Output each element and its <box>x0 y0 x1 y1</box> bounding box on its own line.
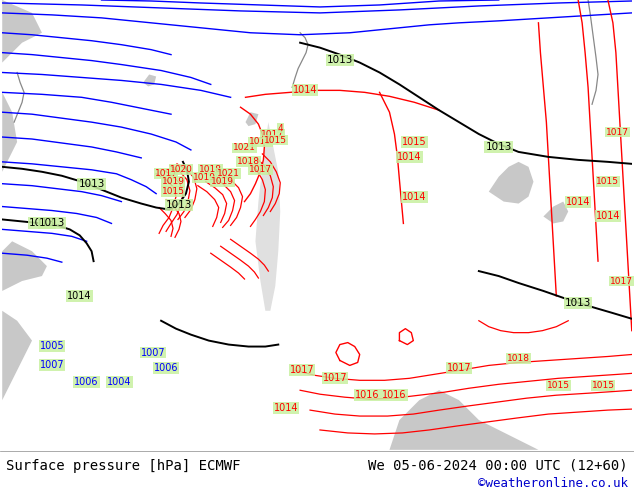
Text: 1006: 1006 <box>74 377 99 387</box>
Text: 1019: 1019 <box>249 138 272 147</box>
Text: 1005: 1005 <box>39 341 64 350</box>
Text: 1017: 1017 <box>606 127 630 137</box>
Text: 1014: 1014 <box>596 212 620 221</box>
Polygon shape <box>245 112 259 126</box>
Text: 1018: 1018 <box>237 157 260 167</box>
Text: 1020: 1020 <box>169 165 192 174</box>
Text: 1016: 1016 <box>382 390 406 400</box>
Text: We 05-06-2024 00:00 UTC (12+60): We 05-06-2024 00:00 UTC (12+60) <box>368 459 628 473</box>
Text: 1004: 1004 <box>107 377 132 387</box>
Text: 1014: 1014 <box>274 403 299 413</box>
Text: 1015: 1015 <box>162 187 184 196</box>
Text: 1013: 1013 <box>486 142 512 152</box>
Polygon shape <box>3 241 47 291</box>
Text: 1017: 1017 <box>447 364 471 373</box>
Text: 1021: 1021 <box>233 144 256 152</box>
Text: 1013: 1013 <box>39 219 65 228</box>
Text: 4: 4 <box>278 123 283 133</box>
Text: 1018: 1018 <box>199 165 223 174</box>
Text: 1017: 1017 <box>290 366 314 375</box>
Text: 1015: 1015 <box>597 177 619 186</box>
Polygon shape <box>489 162 533 203</box>
Text: 1017: 1017 <box>261 129 284 139</box>
Text: 1007: 1007 <box>141 347 165 358</box>
Text: 1017: 1017 <box>611 276 633 286</box>
Text: 1019: 1019 <box>162 177 184 186</box>
Text: 1013: 1013 <box>565 298 592 308</box>
Polygon shape <box>3 0 42 172</box>
Text: 1015: 1015 <box>547 381 570 390</box>
Text: 1007: 1007 <box>39 361 64 370</box>
Text: 1014: 1014 <box>67 291 92 301</box>
Text: 1018: 1018 <box>507 354 530 363</box>
Text: 1015: 1015 <box>264 136 287 145</box>
Text: Surface pressure [hPa] ECMWF: Surface pressure [hPa] ECMWF <box>6 459 241 473</box>
Text: 1019: 1019 <box>211 177 234 186</box>
Text: 1013: 1013 <box>79 179 105 189</box>
Text: 1019: 1019 <box>193 173 216 182</box>
Text: 1014: 1014 <box>397 152 422 162</box>
Text: 1014: 1014 <box>293 85 318 96</box>
Text: 1015: 1015 <box>402 137 427 147</box>
Polygon shape <box>543 201 568 223</box>
Polygon shape <box>143 74 156 86</box>
Polygon shape <box>3 311 32 400</box>
Text: 1014: 1014 <box>402 192 427 201</box>
Text: 1015: 1015 <box>592 381 614 390</box>
Polygon shape <box>256 122 280 311</box>
Text: 1013: 1013 <box>29 219 55 228</box>
Text: 1021: 1021 <box>217 169 240 178</box>
Text: 1013: 1013 <box>165 199 192 210</box>
Text: ©weatheronline.co.uk: ©weatheronline.co.uk <box>477 477 628 490</box>
Text: 1014: 1014 <box>566 196 590 207</box>
Text: 1017: 1017 <box>323 373 347 383</box>
Text: 1013: 1013 <box>327 54 353 65</box>
Text: 1017: 1017 <box>249 165 272 174</box>
Text: 1017: 1017 <box>155 169 178 178</box>
Text: 1006: 1006 <box>154 364 178 373</box>
Polygon shape <box>389 390 538 450</box>
Text: 1016: 1016 <box>356 390 380 400</box>
